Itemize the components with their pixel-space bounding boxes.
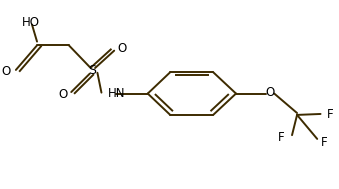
Text: O: O bbox=[265, 86, 275, 99]
Text: F: F bbox=[321, 136, 327, 149]
Text: O: O bbox=[2, 65, 11, 78]
Text: S: S bbox=[88, 64, 96, 77]
Text: O: O bbox=[118, 42, 127, 54]
Text: F: F bbox=[278, 132, 285, 144]
Text: HN: HN bbox=[107, 87, 125, 100]
Text: HO: HO bbox=[22, 16, 40, 29]
Text: F: F bbox=[326, 108, 333, 121]
Text: O: O bbox=[59, 88, 68, 101]
